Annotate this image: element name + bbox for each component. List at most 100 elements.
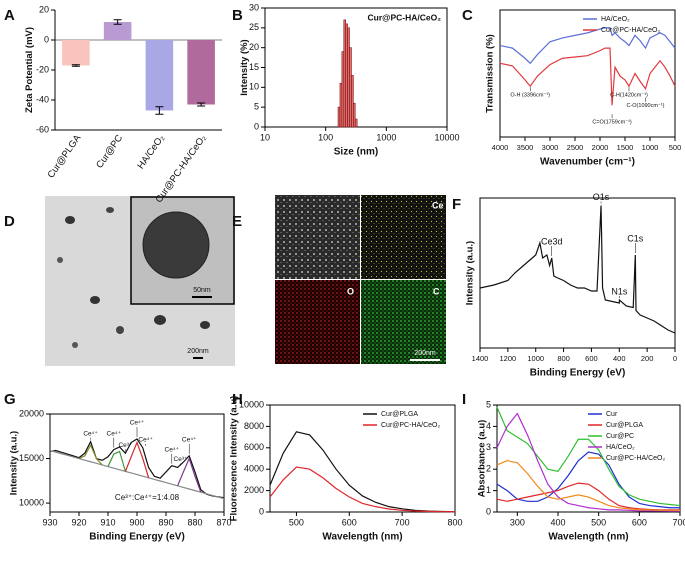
x-tick-label: HA/CeO₂ — [135, 133, 167, 172]
y-tick-label: 4000 — [244, 464, 264, 474]
map-tile — [361, 195, 446, 279]
annotation: Ce3d — [541, 236, 563, 246]
map-tile — [275, 280, 360, 364]
legend-label: Cur@PC-HA/CeO₂ — [601, 27, 661, 34]
annotation: O-H (3396cm⁻¹) — [510, 93, 550, 99]
x-tick-label: 300 — [510, 517, 525, 527]
particle — [90, 296, 100, 304]
y-axis-title: Transmission (%) — [485, 34, 496, 113]
y-tick-label: 2000 — [244, 485, 264, 495]
x-axis-title: Wavelength (nm) — [322, 532, 402, 543]
panel-letter: F — [452, 196, 461, 213]
series-line — [78, 443, 103, 466]
x-tick-label: 10000 — [434, 132, 459, 142]
legend-label: Cur@PC-HA/CeO₂ — [381, 422, 441, 429]
x-tick-label: 800 — [557, 354, 570, 363]
y-tick-label: 15 — [249, 62, 259, 72]
series-line — [496, 451, 680, 509]
particle — [106, 207, 114, 213]
series-line — [269, 466, 456, 513]
panel-letter: D — [4, 213, 15, 230]
annotation: Ce⁴⁺ — [165, 446, 180, 453]
bar — [187, 40, 215, 105]
x-tick-label: 600 — [585, 354, 598, 363]
annotation: C=O(1759cm⁻¹) — [592, 120, 632, 126]
particle — [72, 342, 78, 348]
plot-frame — [496, 404, 681, 513]
legend-label: Cur@PLGA — [381, 411, 418, 418]
panel-letter: I — [462, 391, 466, 408]
legend-label: Cur — [606, 411, 618, 418]
particle — [65, 216, 75, 224]
y-tick-label: 0 — [486, 506, 491, 516]
annotation: Ce⁴⁺ — [107, 430, 122, 437]
y-tick-label: 3 — [486, 442, 491, 452]
channel-label: O — [347, 286, 354, 296]
y-tick-label: 2 — [486, 464, 491, 474]
error-bar — [197, 102, 206, 107]
series-line — [124, 440, 150, 478]
series-line — [496, 460, 681, 512]
x-tick-label: 900 — [129, 517, 144, 527]
legend-label: HA/CeO₂ — [606, 444, 635, 451]
panel-letter: H — [232, 391, 243, 408]
annotation: C-H(1420cm⁻¹) — [610, 93, 648, 99]
y-tick-label: 20000 — [19, 408, 44, 418]
panel-letter: B — [232, 7, 243, 24]
y-axis-title: Zeta Potential (mV) — [24, 27, 35, 113]
particle — [154, 315, 166, 325]
x-axis-title: Size (nm) — [334, 147, 378, 158]
legend-label: HA/CeO₂ — [601, 16, 630, 23]
series-line — [269, 431, 456, 513]
y-tick-label: 0 — [44, 34, 49, 44]
x-tick-label: 700 — [395, 517, 410, 527]
annotation: Ce⁴⁺ — [138, 437, 153, 444]
plot-frame — [499, 9, 676, 138]
x-tick-label: 890 — [158, 517, 173, 527]
panel-letter: G — [4, 391, 16, 408]
y-tick-label: 1 — [486, 485, 491, 495]
annotation: Ce⁴⁺ — [130, 420, 145, 427]
x-axis-title: Wavelength (nm) — [548, 532, 628, 543]
y-tick-label: 25 — [249, 22, 259, 32]
y-tick-label: 20 — [39, 4, 49, 14]
y-axis-title: Absorbance (a.u) — [476, 420, 487, 498]
y-tick-label: 5 — [254, 102, 259, 112]
y-axis-title: Fluorescence Intensity (a.u) — [229, 396, 240, 522]
series-line — [496, 406, 681, 507]
x-tick-label: 800 — [447, 517, 462, 527]
error-bar — [113, 19, 122, 25]
legend-label: Cur@PLGA — [606, 422, 643, 429]
annotation: C-O(1090cm⁻¹) — [626, 103, 664, 109]
x-tick-label: 1000 — [642, 143, 659, 152]
y-tick-label: 30 — [249, 2, 259, 12]
y-axis-title: Intensity (a.u.) — [465, 241, 476, 305]
scale-bar-label: 50nm — [193, 287, 211, 294]
panel-letter: E — [232, 213, 242, 230]
inset-particle — [142, 211, 210, 279]
x-axis-title: Binding Energy (eV) — [530, 368, 626, 379]
y-tick-label: 0 — [254, 121, 259, 131]
y-tick-label: -60 — [36, 124, 49, 134]
micrograph-panel: D 50nm 200nm — [4, 196, 235, 366]
x-tick-label: 10 — [260, 132, 270, 142]
plot-frame — [264, 7, 448, 128]
x-tick-label: 0 — [673, 354, 677, 363]
panel-letter: A — [4, 7, 15, 24]
x-tick-label: 600 — [342, 517, 357, 527]
channel-label: Ce — [432, 200, 444, 210]
x-tick-label: Cur@PLGA — [46, 132, 84, 180]
y-tick-label: 15000 — [19, 453, 44, 463]
error-bar — [71, 64, 80, 67]
y-tick-label: 6000 — [244, 442, 264, 452]
histogram-bar — [351, 75, 354, 128]
x-tick-label: 700 — [672, 517, 685, 527]
x-tick-label: 200 — [641, 354, 654, 363]
y-tick-label: 10000 — [19, 497, 44, 507]
series-line — [499, 47, 676, 106]
x-tick-label: 1000 — [376, 132, 396, 142]
x-axis-title: Wavenumber (cm⁻¹) — [540, 157, 635, 168]
series-line — [49, 449, 225, 500]
x-tick-label: 2500 — [567, 143, 584, 152]
